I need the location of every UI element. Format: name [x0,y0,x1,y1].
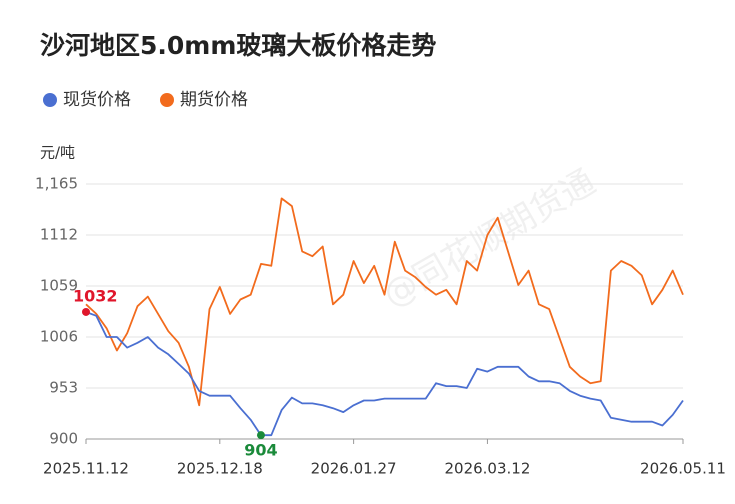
y-tick-label: 953 [49,379,78,397]
y-axis-label: 元/吨 [40,144,75,162]
legend-marker [43,93,57,107]
legend-label: 期货价格 [180,90,248,110]
y-tick-label: 1059 [40,277,78,295]
data-label: 904 [244,441,277,460]
data-label: 1032 [73,286,118,305]
x-tick-label: 2025.12.18 [177,460,263,478]
y-tick-label: 1006 [40,328,78,346]
x-tick-label: 2026.05.11 [640,460,726,478]
legend-label: 现货价格 [63,90,131,110]
series-line [85,197,684,407]
series-line [85,311,684,437]
chart-title: 沙河地区5.0mm玻璃大板价格走势 [40,31,436,60]
x-tick-label: 2025.11.12 [43,460,129,478]
legend-marker [160,93,174,107]
y-tick-label: 1,165 [35,175,78,193]
watermark: @同花顺期货通 [376,162,602,316]
y-tick-label: 900 [49,430,78,448]
point-marker [256,431,265,440]
x-tick-label: 2026.03.12 [444,460,530,478]
x-tick-label: 2026.01.27 [311,460,397,478]
point-marker [82,307,90,316]
y-tick-label: 1112 [40,226,78,244]
